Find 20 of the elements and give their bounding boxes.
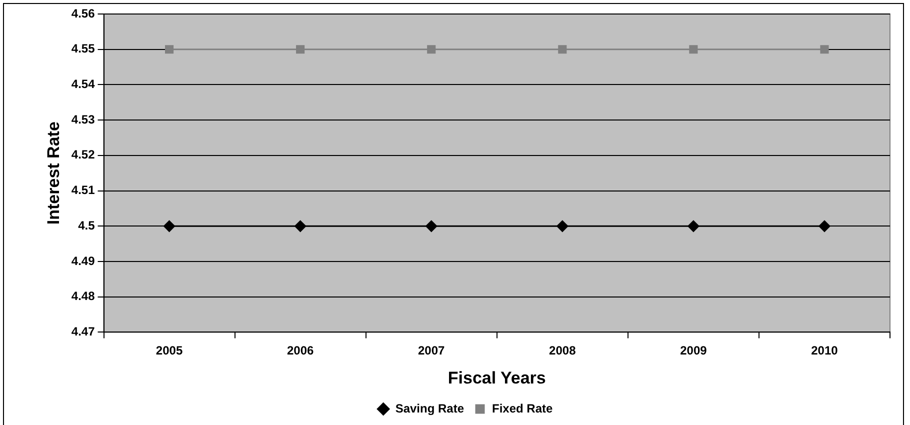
y-tick-label: 4.53	[71, 112, 96, 126]
x-tick-label: 2010	[811, 344, 838, 358]
y-tick-label: 4.52	[71, 148, 96, 162]
x-axis-title: Fiscal Years	[448, 368, 546, 388]
y-tick-label: 4.55	[71, 42, 96, 56]
legend-label: Fixed Rate	[492, 401, 554, 416]
x-tick-label: 2006	[286, 344, 314, 358]
y-tick-label: 4.48	[71, 289, 96, 304]
x-tick-label: 2008	[549, 344, 576, 358]
y-tick-label: 4.51	[71, 183, 96, 198]
y-tick-label: 4.56	[71, 6, 96, 20]
legend-label: Saving Rate	[395, 401, 464, 416]
y-tick-label: 4.47	[71, 324, 96, 339]
y-tick-label: 4.5	[78, 218, 96, 232]
x-tick-label: 2007	[418, 344, 446, 358]
x-tick-label: 2009	[680, 344, 708, 358]
y-tick-label: 4.54	[71, 77, 96, 92]
x-tick-label: 2005	[156, 344, 183, 358]
y-tick-label: 4.49	[71, 254, 96, 268]
y-axis-title: Interest Rate	[44, 122, 63, 225]
